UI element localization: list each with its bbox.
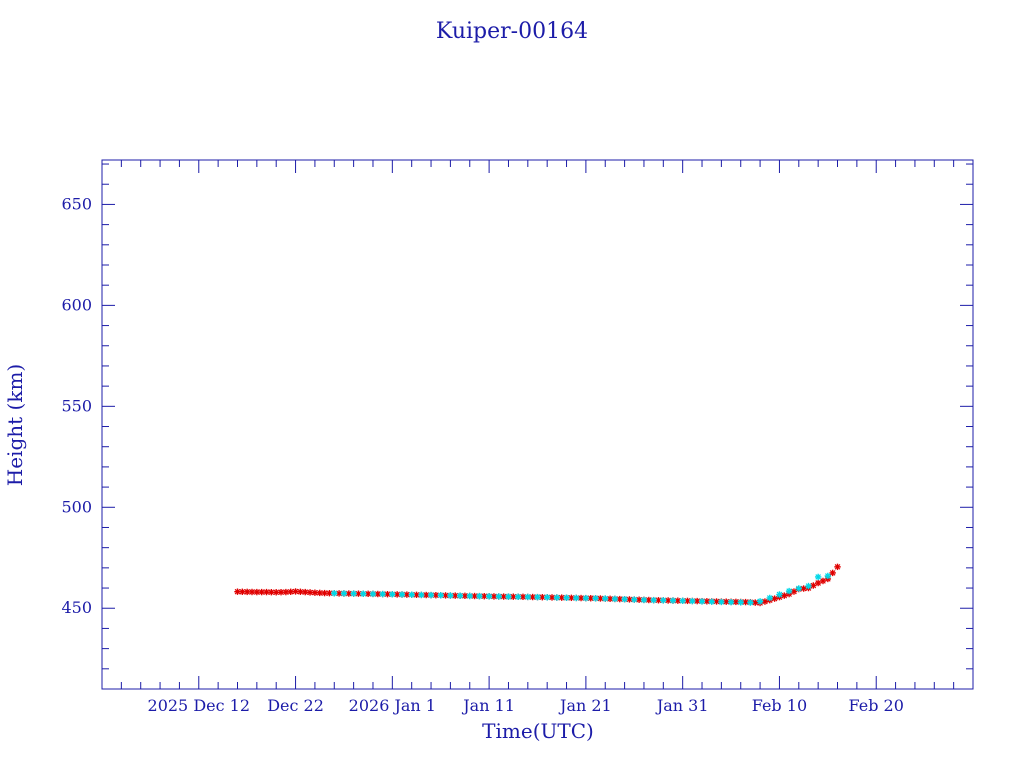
data-point [379, 590, 386, 598]
y-tick-label: 650 [61, 194, 92, 213]
data-point [389, 591, 396, 598]
data-point [408, 591, 415, 598]
y-axis-ticks: 450 500 550 600 650 [61, 163, 973, 690]
data-point [785, 587, 793, 595]
data-point [756, 598, 764, 605]
y-tick-label: 600 [61, 295, 92, 314]
data-point [326, 589, 333, 597]
data-point [456, 592, 464, 599]
x-tick-label: Feb 10 [752, 696, 807, 715]
data-point [727, 598, 735, 606]
data-point [398, 591, 406, 598]
data-point [302, 588, 309, 596]
data-point [350, 590, 357, 597]
plot-frame [101, 159, 974, 690]
data-point [766, 594, 773, 602]
data-point [268, 588, 275, 596]
x-tick-label: 2025 Dec 12 [148, 696, 251, 715]
data-point [582, 594, 590, 602]
data-point [737, 599, 744, 606]
data-point [282, 588, 290, 596]
data-point [814, 573, 822, 581]
data-point [524, 593, 532, 601]
data-point [631, 596, 638, 603]
data-point [447, 592, 454, 599]
x-tick-label: Jan 21 [558, 696, 612, 715]
data-point [331, 590, 338, 597]
data-point [834, 563, 841, 571]
data-point [476, 592, 483, 600]
data-point [805, 582, 812, 590]
data-point [340, 590, 348, 597]
y-tick-label: 500 [61, 497, 92, 516]
data-point [771, 595, 778, 602]
data-point [573, 594, 580, 602]
data-point [485, 593, 493, 600]
data-point [698, 598, 706, 605]
y-tick-label: 450 [61, 598, 92, 617]
x-tick-label: 2026 Jan 1 [349, 696, 436, 715]
data-point [514, 593, 522, 600]
x-tick-label: Dec 22 [267, 696, 324, 715]
data-point [795, 585, 802, 592]
x-tick-label: Feb 20 [849, 696, 904, 715]
y-axis-label: Height (km) [3, 364, 27, 486]
data-point [427, 591, 435, 599]
data-point [718, 598, 725, 606]
data-point [650, 596, 657, 604]
data-point [553, 594, 561, 601]
data-point [664, 597, 672, 604]
data-point [248, 588, 256, 596]
x-tick-label: Jan 11 [461, 696, 515, 715]
data-point [640, 596, 648, 604]
data-point [592, 595, 599, 602]
x-axis-ticks: 2025 Dec 12 Dec 22 2026 Jan 1 Jan 11 Jan 21 J… [101, 160, 974, 715]
x-tick-label: Jan 31 [655, 696, 709, 715]
data-point [369, 590, 377, 598]
data-point [563, 594, 570, 601]
data-point [829, 569, 836, 577]
data-point [781, 592, 788, 599]
data-point [679, 597, 686, 604]
data-point [689, 597, 696, 605]
y-tick-label: 550 [61, 396, 92, 415]
data-point [708, 598, 715, 605]
data-point [669, 597, 677, 604]
data-point [495, 593, 502, 600]
data-point [534, 593, 541, 601]
chart-title: Kuiper-00164 [436, 19, 588, 44]
data-points [234, 563, 841, 607]
data-point [543, 594, 551, 601]
data-point [243, 588, 251, 596]
data-point [660, 597, 667, 604]
data-point [505, 593, 512, 600]
data-point [824, 572, 832, 580]
data-point [437, 592, 444, 599]
data-point [611, 595, 619, 603]
data-point [418, 591, 425, 599]
x-axis-label: Time(UTC) [482, 719, 594, 743]
data-point [621, 596, 628, 603]
data-point [776, 591, 783, 598]
data-point [747, 599, 754, 606]
data-point [277, 588, 285, 596]
data-point [360, 590, 367, 597]
data-point [819, 577, 827, 585]
data-point [602, 595, 609, 602]
data-point [466, 592, 473, 600]
